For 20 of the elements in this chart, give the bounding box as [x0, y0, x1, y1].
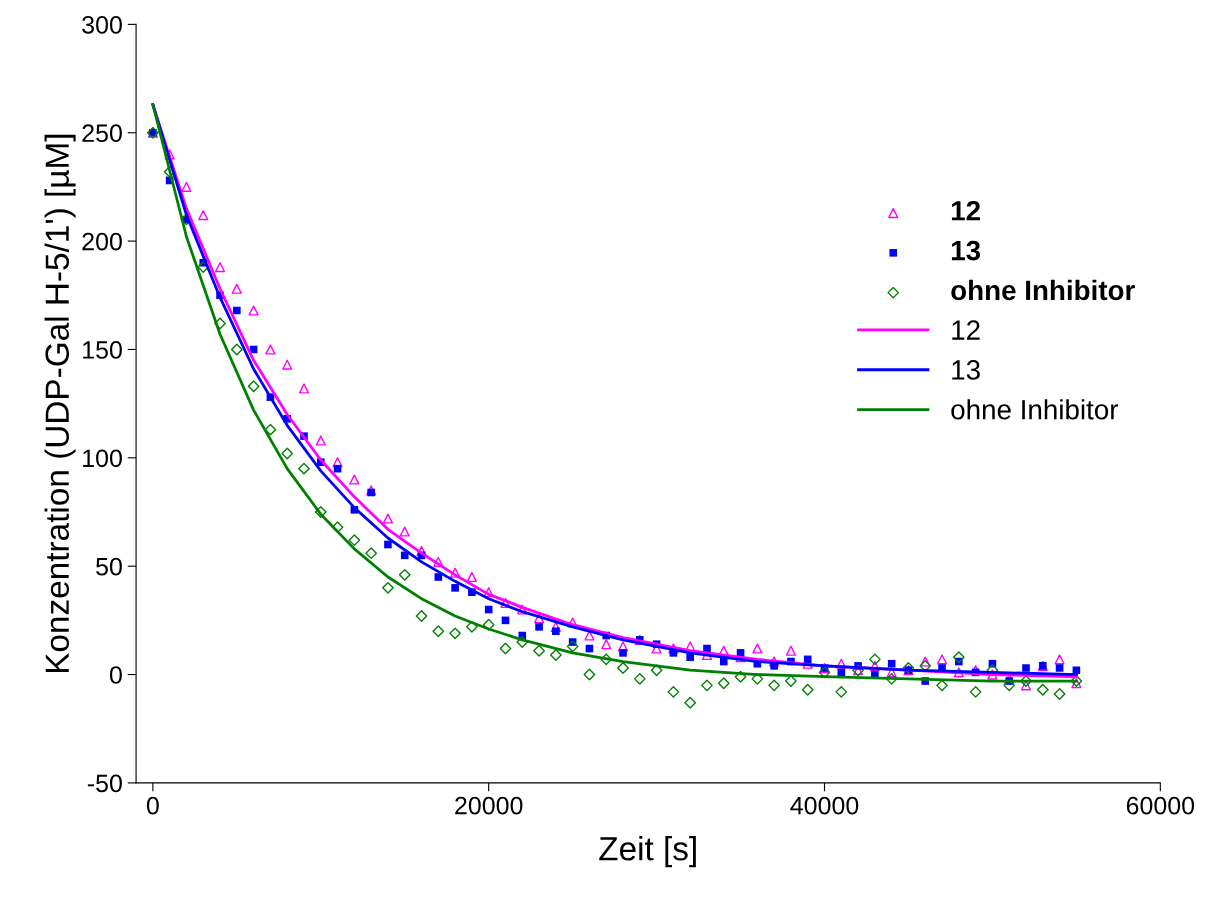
y-tick-label: 150: [83, 341, 122, 359]
y-axis-title: Konzentration (UDP-Gal H-5/1') [µM]: [44, 134, 76, 673]
legend-label: 13: [952, 360, 980, 380]
y-tick-label: 250: [82, 124, 122, 143]
x-tick-label: 40000: [790, 796, 859, 815]
y-tick-label: -50: [87, 774, 122, 793]
y-tick-label: 50: [96, 557, 122, 576]
y-tick-label: 100: [83, 449, 122, 468]
legend-label: 12: [952, 320, 980, 340]
x-tick-label: 0: [146, 796, 159, 815]
x-tick-label: 60000: [1126, 796, 1195, 815]
x-tick-label: 20000: [455, 796, 523, 815]
y-tick-label: 300: [82, 15, 122, 34]
legend-label: ohne Inhibitor: [951, 279, 1135, 301]
legend-label: 13: [951, 240, 981, 261]
y-tick-label: 0: [109, 666, 122, 684]
legend-label: ohne Inhibitor: [951, 399, 1119, 420]
legend-label: 12: [951, 200, 980, 221]
x-axis-title: Zeit [s]: [599, 836, 696, 868]
y-tick-label: 200: [82, 232, 122, 251]
